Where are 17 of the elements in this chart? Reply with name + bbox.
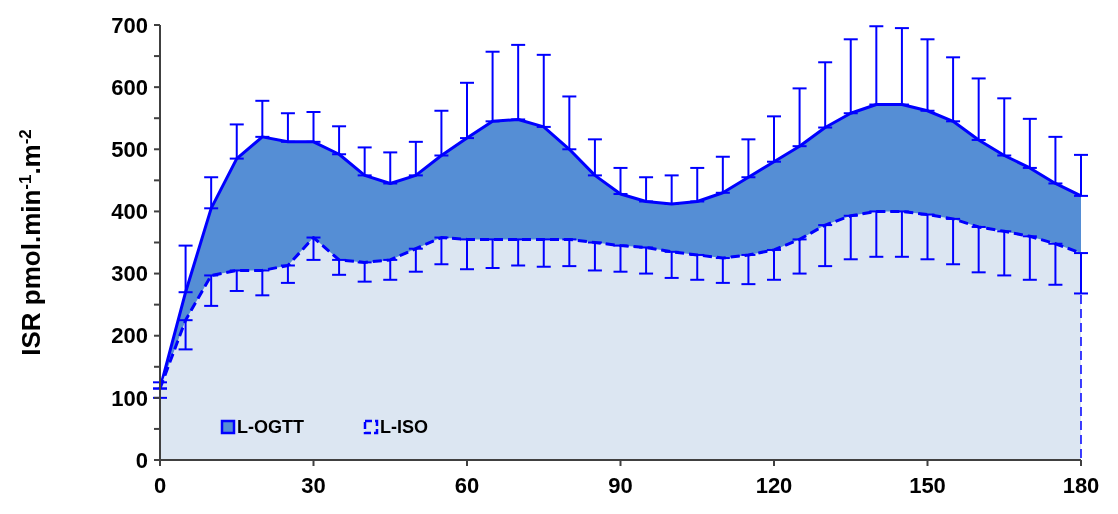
- x-tick-label: 90: [608, 473, 633, 498]
- y-tick-label: 600: [111, 74, 148, 100]
- y-tick-label: 500: [111, 136, 148, 162]
- x-tick-label: 0: [153, 473, 167, 498]
- y-tick-label: 200: [111, 323, 148, 349]
- x-tick-label: 60: [454, 473, 480, 498]
- legend-label: L-OGTT: [237, 417, 304, 437]
- x-tick-label: 150: [909, 473, 946, 498]
- x-tick-label: 30: [301, 473, 326, 498]
- legend-label: L-ISO: [380, 417, 428, 437]
- y-tick-label: 100: [111, 385, 148, 411]
- x-tick-label: 120: [755, 473, 793, 498]
- y-tick-label: 0: [135, 447, 148, 473]
- y-tick-label: 700: [111, 12, 148, 38]
- x-tick-label: 180: [1062, 473, 1100, 498]
- y-tick-label: 400: [111, 199, 148, 225]
- y-tick-label: 300: [111, 261, 148, 287]
